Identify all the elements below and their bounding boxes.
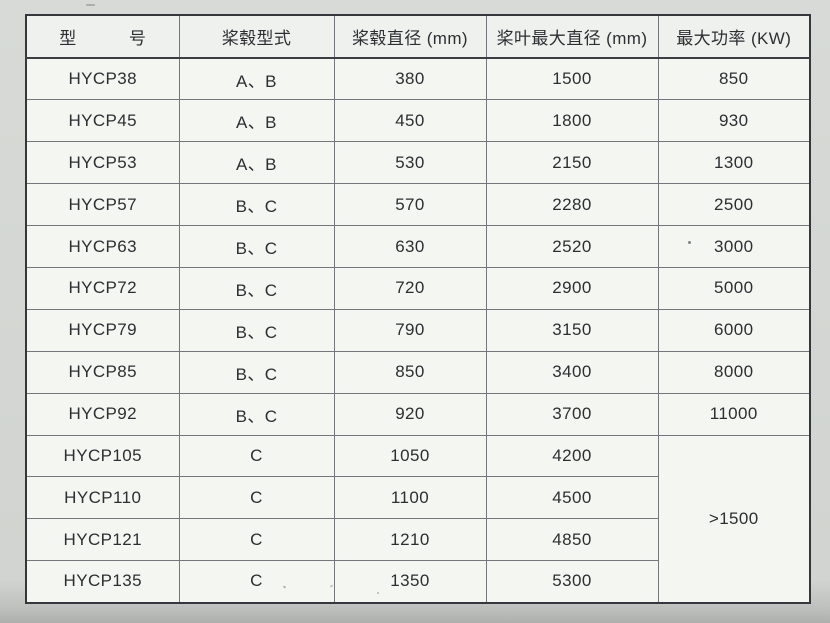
cell-blade-max-diameter: 2150 [485, 141, 659, 185]
cell-max-power: 6000 [657, 308, 811, 352]
col-header-blade-max-diameter: 桨叶最大直径 (mm) [485, 14, 659, 59]
cell-model: HYCP72 [25, 266, 180, 310]
cell-max-power: 3000 [657, 225, 811, 268]
cell-max-power: 850 [657, 57, 811, 101]
table-row: HYCP57 B、C 570 2280 2500 [25, 183, 811, 227]
table-row: HYCP85 B、C 850 3400 8000 [25, 350, 811, 394]
cell-blade-max-diameter: 4850 [485, 518, 659, 562]
table-row: HYCP38 A、B 380 1500 850 [25, 57, 811, 101]
cell-blade-max-diameter: 3150 [485, 308, 659, 352]
cell-hub-type: C [178, 476, 335, 520]
cell-hub-type: B、C [178, 350, 335, 394]
header-row: 型 号 桨毂型式 桨毂直径 (mm) 桨叶最大直径 (mm) 最大功率 (KW) [25, 14, 811, 59]
cell-hub-type: A、B [178, 141, 335, 185]
cell-model: HYCP85 [25, 350, 180, 394]
cell-hub-type: C [178, 518, 335, 562]
table-row: HYCP105 C 1050 4200 >1500 [25, 434, 811, 604]
col-header-model: 型 号 [25, 14, 180, 59]
cell-blade-max-diameter: 5300 [485, 560, 659, 604]
cell-model: HYCP53 [25, 141, 180, 185]
cell-hub-diameter: 720 [333, 266, 487, 310]
table-row: HYCP63 B、C 630 2520 3000 [25, 225, 811, 268]
cell-hub-type: C [178, 560, 335, 604]
cell-max-power: 1300 [657, 141, 811, 185]
cell-model: HYCP135 [25, 560, 180, 604]
col-header-hub-type: 桨毂型式 [178, 14, 335, 59]
scan-speck [86, 4, 95, 6]
propeller-spec-table: 型 号 桨毂型式 桨毂直径 (mm) 桨叶最大直径 (mm) 最大功率 (KW)… [25, 14, 811, 604]
cell-hub-type: B、C [178, 225, 335, 268]
cell-model: HYCP105 [25, 434, 180, 478]
cell-blade-max-diameter: 3700 [485, 392, 659, 436]
cell-model: HYCP92 [25, 392, 180, 436]
cell-blade-max-diameter: 4200 [485, 434, 659, 478]
table-row: HYCP45 A、B 450 1800 930 [25, 99, 811, 143]
col-header-hub-diameter: 桨毂直径 (mm) [333, 14, 487, 59]
table-row: HYCP110 C 1100 4500 [25, 476, 810, 520]
cell-model: HYCP121 [25, 518, 180, 562]
table-row: HYCP135 C 1350 5300 [25, 560, 810, 604]
cell-max-power-merged: >1500 [657, 434, 811, 604]
cell-model: HYCP110 [25, 476, 180, 520]
cell-max-power: 2500 [657, 183, 811, 227]
cell-model: HYCP79 [25, 308, 180, 352]
cell-hub-type: B、C [178, 392, 335, 436]
cell-hub-diameter: 630 [333, 225, 487, 268]
cell-hub-type: A、B [178, 99, 335, 143]
cell-hub-diameter: 1210 [333, 518, 487, 562]
cell-hub-diameter: 1050 [333, 434, 487, 478]
cell-hub-type: B、C [178, 183, 335, 227]
cell-max-power: 11000 [657, 392, 811, 436]
cell-blade-max-diameter: 2900 [485, 266, 659, 310]
cell-hub-diameter: 530 [333, 141, 487, 185]
cell-model: HYCP63 [25, 225, 180, 268]
cell-hub-type: A、B [178, 57, 335, 101]
scan-speck [688, 241, 691, 244]
cell-hub-diameter: 1350 [333, 560, 487, 604]
scan-speck [377, 592, 379, 594]
cell-hub-diameter: 450 [333, 99, 487, 143]
cell-max-power: 930 [657, 99, 811, 143]
cell-hub-diameter: 380 [333, 57, 487, 101]
table-row: HYCP121 C 1210 4850 [25, 518, 810, 562]
cell-blade-max-diameter: 4500 [485, 476, 659, 520]
cell-hub-diameter: 920 [333, 392, 487, 436]
table-row: HYCP72 B、C 720 2900 5000 [25, 266, 811, 310]
col-header-max-power: 最大功率 (KW) [657, 14, 811, 59]
cell-blade-max-diameter: 2520 [485, 225, 659, 268]
cell-hub-diameter: 1100 [333, 476, 487, 520]
cell-hub-type: B、C [178, 308, 335, 352]
cell-blade-max-diameter: 1800 [485, 99, 659, 143]
cell-max-power: 8000 [657, 350, 811, 394]
cell-blade-max-diameter: 1500 [485, 57, 659, 101]
cell-hub-type: B、C [178, 266, 335, 310]
cell-hub-diameter: 790 [333, 308, 487, 352]
cell-model: HYCP45 [25, 99, 180, 143]
table-row: HYCP92 B、C 920 3700 11000 [25, 392, 811, 436]
cell-blade-max-diameter: 2280 [485, 183, 659, 227]
cell-hub-type: C [178, 434, 335, 478]
cell-max-power: 5000 [657, 266, 811, 310]
table-row: HYCP53 A、B 530 2150 1300 [25, 141, 811, 185]
cell-hub-diameter: 850 [333, 350, 487, 394]
table-row: HYCP79 B、C 790 3150 6000 [25, 308, 811, 352]
cell-hub-diameter: 570 [333, 183, 487, 227]
cell-model: HYCP57 [25, 183, 180, 227]
cell-model: HYCP38 [25, 57, 180, 101]
cell-blade-max-diameter: 3400 [485, 350, 659, 394]
